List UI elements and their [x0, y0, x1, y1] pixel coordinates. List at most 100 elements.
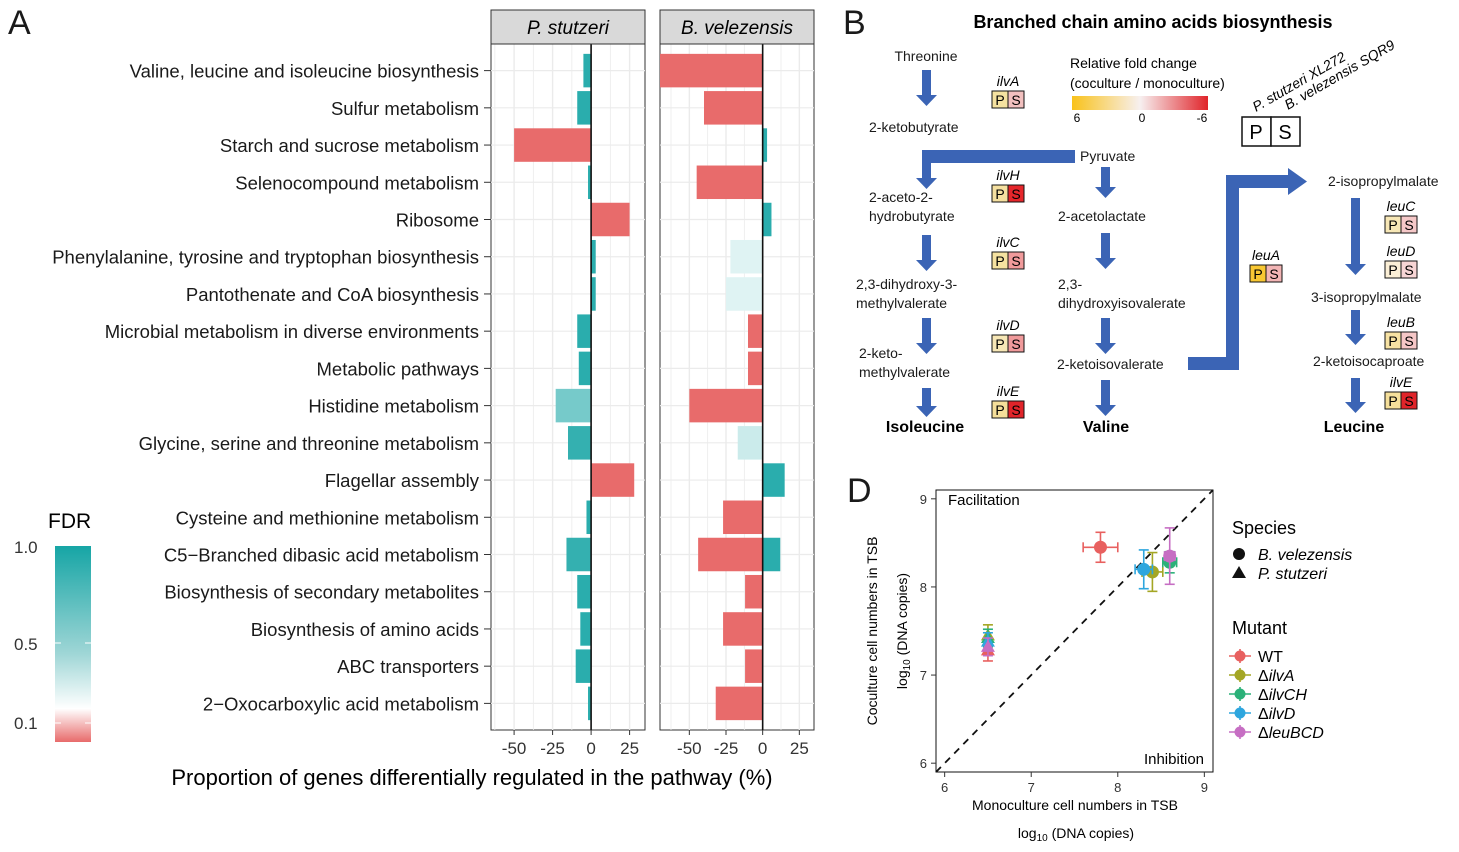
- bar-1-13: [698, 537, 763, 572]
- legend-mutant-marker-2: [1234, 688, 1246, 700]
- xtick-1-0: -50: [677, 739, 702, 758]
- gene-box-s-ilvA: [1007, 90, 1025, 109]
- bar-0-1: [577, 91, 592, 125]
- met-2-ketoisovalerate: 2-ketoisovalerate: [1057, 356, 1164, 372]
- facet-strip-stutzeri: [490, 9, 646, 45]
- pathway-label-16: ABC transporters: [337, 656, 479, 677]
- bar-1-16: [745, 649, 763, 683]
- met-2-ketobutyrate: 2-ketobutyrate: [869, 119, 959, 135]
- bar-0-16: [575, 649, 592, 683]
- bar-0-17: [588, 686, 592, 721]
- gene-s-ilvD: S: [1011, 336, 1020, 352]
- bar-0-10: [568, 426, 592, 460]
- gene-s-leuD: S: [1404, 262, 1413, 278]
- legend-mutant-0: WT: [1258, 649, 1283, 666]
- pathway-label-17: 2−Oxocarboxylic acid metabolism: [203, 693, 479, 714]
- met-dihi-2: dihydroxyisovalerate: [1058, 295, 1186, 311]
- gene-box-s-leuA: [1265, 264, 1283, 283]
- panel-d-xlabel-1: Monoculture cell numbers in TSB: [972, 797, 1178, 813]
- met-pyruvate: Pyruvate: [1080, 148, 1135, 164]
- gene-p-leuB: P: [1388, 333, 1397, 349]
- panel-label-d: D: [847, 472, 872, 510]
- bar-1-9: [689, 388, 763, 423]
- panel-d-ylabel-1: Coculture cell numbers in TSB: [864, 537, 880, 726]
- panel-a-chart: -50 -25 0 25 -50 -25 0 25 Valine, leucine and is…: [14, 9, 815, 790]
- gene-label-ilvA: ilvA: [997, 73, 1020, 89]
- met-3-isopropylmalate: 3-isopropylmalate: [1311, 289, 1422, 305]
- gene-box-s-leuC: [1400, 215, 1418, 234]
- legend-circle-marker: [1233, 548, 1245, 560]
- met-leucine: Leucine: [1324, 419, 1385, 436]
- gene-label-ilvE: ilvE: [997, 383, 1020, 399]
- bar-0-5: [591, 239, 596, 274]
- bar-0-14: [577, 574, 592, 609]
- gene-label-leuA: leuA: [1252, 247, 1280, 263]
- fdr-tick-01: 0.1: [14, 714, 38, 733]
- panel-d-scatter: 6 7 8 9 6 7 8 9 Facilitation Inhibition Monocul…: [864, 489, 1352, 844]
- panel-a-xlabel: Proportion of genes differentially regul…: [171, 765, 772, 790]
- xtick-1-1: -25: [714, 739, 739, 758]
- bar-1-2: [762, 128, 768, 162]
- legend-species-title: Species: [1232, 518, 1296, 538]
- legend-mutant-1: ΔilvA: [1258, 668, 1294, 685]
- fold-change-colorbar: [1072, 96, 1208, 110]
- bar-0-8: [578, 351, 592, 386]
- bar-1-12: [723, 500, 763, 535]
- bar-1-7: [748, 314, 763, 348]
- pathway-label-12: Cysteine and methionine metabolism: [176, 507, 479, 528]
- bar-1-extra: [762, 537, 781, 572]
- gene-label-ilvH: ilvH: [996, 167, 1020, 183]
- pathway-arrows: [916, 70, 1366, 417]
- point-4-0: [1163, 549, 1177, 563]
- bar-0-4: [591, 202, 630, 237]
- fc-tick-neg6: -6: [1197, 111, 1208, 125]
- met-dihm-2: methylvalerate: [856, 295, 947, 311]
- legend-box-s-label: S: [1278, 122, 1291, 144]
- gene-p-leuD: P: [1388, 262, 1397, 278]
- pathway-label-3: Selenocompound metabolism: [235, 172, 479, 193]
- point-4-1: [980, 639, 995, 652]
- d-xtick-0: 6: [941, 780, 948, 795]
- panel-b-pathway: Branched chain amino acids biosynthesis …: [856, 12, 1439, 436]
- fdr-tick-05: 0.5: [14, 635, 38, 654]
- gene-label-leuD: leuD: [1387, 243, 1416, 259]
- fold-change-legend-title-2: (coculture / monoculture): [1070, 75, 1225, 91]
- gene-box-s-ilvD: [1007, 334, 1025, 353]
- gene-p-ilvE2: P: [1388, 393, 1397, 409]
- xtick-1-2: 0: [758, 739, 767, 758]
- gene-s-leuC: S: [1404, 217, 1413, 233]
- gene-p-leuA: P: [1253, 266, 1262, 282]
- bar-0-13: [566, 537, 592, 572]
- d-xtick-1: 7: [1028, 780, 1035, 795]
- legend-species-velezensis: B. velezensis: [1258, 547, 1352, 564]
- bar-1-15: [723, 612, 763, 646]
- xtick-0-2: 0: [586, 739, 595, 758]
- gene-label-ilvD: ilvD: [996, 317, 1019, 333]
- bar-1-8: [748, 351, 763, 386]
- gene-s-ilvE: S: [1011, 402, 1020, 418]
- legend-mutant-marker-3: [1234, 707, 1246, 719]
- bar-0-0: [583, 53, 592, 88]
- gene-label-ilvC: ilvC: [996, 234, 1020, 250]
- pathway-label-14: Biosynthesis of secondary metabolites: [164, 582, 479, 603]
- met-ketom-1: 2-keto-: [859, 345, 903, 361]
- legend-mutant-4: ΔleuBCD: [1258, 725, 1324, 742]
- bar-1-3: [696, 165, 763, 200]
- gene-s-ilvE2: S: [1404, 393, 1413, 409]
- bar-1-17: [715, 686, 763, 721]
- d-ytick-1: 7: [920, 668, 927, 683]
- bar-0-3: [588, 165, 592, 200]
- pathway-label-2: Starch and sucrose metabolism: [220, 135, 479, 156]
- gene-s-ilvC: S: [1011, 253, 1020, 269]
- met-ketom-2: methylvalerate: [859, 364, 950, 380]
- gene-s-ilvA: S: [1011, 92, 1020, 108]
- pathway-label-8: Metabolic pathways: [317, 358, 479, 379]
- legend-box-s: [1270, 116, 1301, 147]
- bar-1-0: [660, 53, 763, 88]
- panel-d-ylabel-2: log10 (DNA copies): [894, 573, 913, 689]
- gene-box-s-ilvH: [1007, 184, 1025, 203]
- gene-label-leuB: leuB: [1387, 314, 1415, 330]
- legend-box-p-label: P: [1249, 122, 1262, 144]
- gene-p-ilvA: P: [995, 92, 1004, 108]
- gene-p-ilvE: P: [995, 402, 1004, 418]
